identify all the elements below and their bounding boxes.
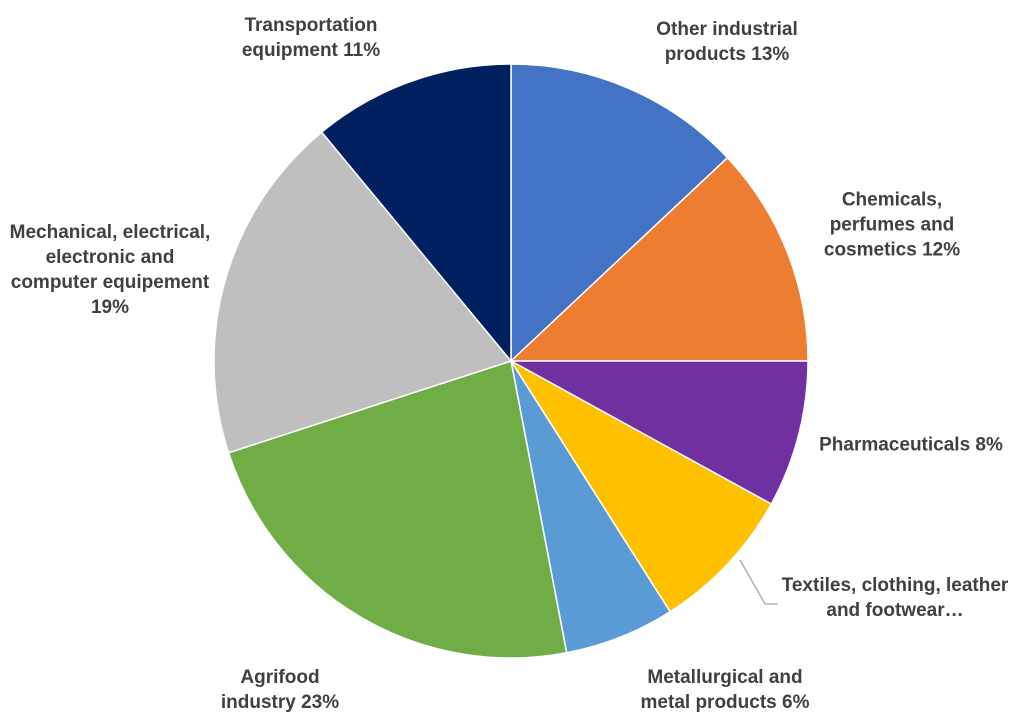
leader-line xyxy=(739,559,778,605)
pie-slice xyxy=(227,360,568,659)
pie-slice xyxy=(510,360,773,613)
data-label: Pharmaceuticals 8% xyxy=(819,434,1003,456)
data-label: Agrifood industry 23% xyxy=(220,667,340,713)
data-label: Transportation equipment 11% xyxy=(241,15,381,61)
pie-slice xyxy=(320,63,512,364)
data-label: Mechanical, electrical, electronic and c… xyxy=(9,222,211,318)
pie-slice xyxy=(510,63,729,363)
data-label: Chemicals, perfumes and cosmetics 12% xyxy=(823,189,961,261)
data-label: Textiles, clothing, leather and footwear… xyxy=(781,575,1009,621)
data-label: Metallurgical and metal products 6% xyxy=(640,667,810,713)
pie-slice xyxy=(213,131,513,454)
pie-slice xyxy=(509,156,809,362)
data-label: Other industrial products 13% xyxy=(656,19,798,65)
pie-slice xyxy=(510,360,809,506)
